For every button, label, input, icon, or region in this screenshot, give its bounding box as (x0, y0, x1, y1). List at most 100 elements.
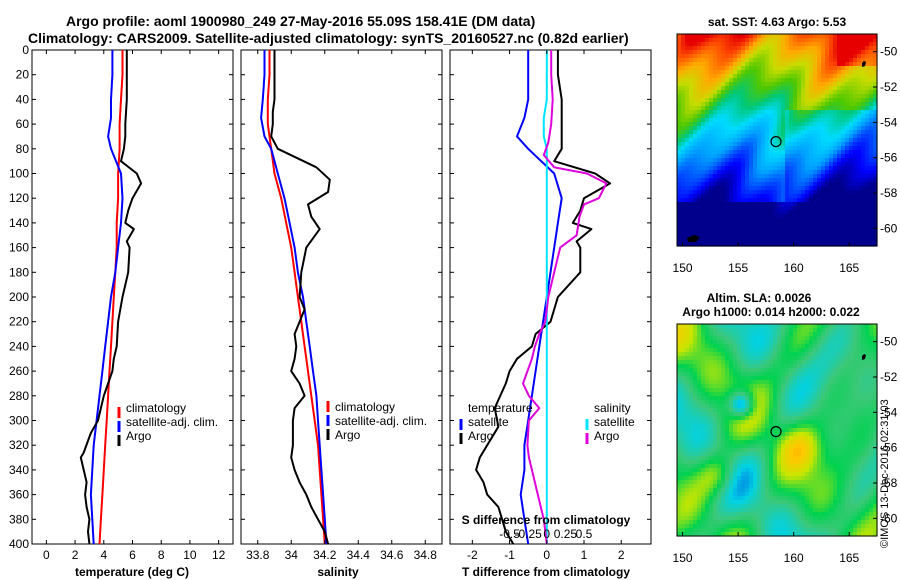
map-cell (749, 456, 754, 461)
map-cell (797, 348, 802, 353)
map-cell (777, 166, 782, 171)
map-cell (841, 336, 846, 341)
map-cell (841, 428, 846, 433)
map-cell (741, 380, 746, 385)
map-cell (865, 348, 870, 353)
map-cell (857, 178, 862, 183)
map-cell (681, 162, 686, 167)
map-cell (797, 82, 802, 87)
map-cell (697, 424, 702, 429)
map-cell (845, 328, 850, 333)
map-cell (753, 186, 758, 191)
map-cell (781, 226, 786, 231)
map-cell (829, 134, 834, 139)
map-cell (861, 464, 866, 469)
map-cell (737, 352, 742, 357)
map-cell (789, 134, 794, 139)
map-cell (833, 194, 838, 199)
map-cell (833, 352, 838, 357)
map-cell (693, 146, 698, 151)
map-cell (853, 424, 858, 429)
map-cell (769, 182, 774, 187)
map-cell (869, 82, 874, 87)
map-cell (713, 432, 718, 437)
map-cell (693, 356, 698, 361)
map-cell (793, 190, 798, 195)
map-cell (849, 110, 854, 115)
map-cell (789, 162, 794, 167)
map-cell (805, 62, 810, 67)
map-cell (793, 62, 798, 67)
map-cell (749, 416, 754, 421)
map-cell (693, 412, 698, 417)
map-cell (777, 66, 782, 71)
map-cell (821, 448, 826, 453)
map-cell (813, 50, 818, 55)
map-cell (833, 82, 838, 87)
map-cell (749, 380, 754, 385)
map-cell (865, 82, 870, 87)
sst-argo-position-marker (770, 135, 782, 148)
map-cell (777, 162, 782, 167)
map-cell (861, 202, 866, 207)
map-cell (737, 424, 742, 429)
map-cell (741, 472, 746, 477)
map-cell (721, 436, 726, 441)
map-cell (749, 476, 754, 481)
map-cell (713, 74, 718, 79)
map-cell (729, 90, 734, 95)
map-cell (797, 134, 802, 139)
map-cell (869, 420, 874, 425)
map-cell (697, 368, 702, 373)
map-cell (685, 62, 690, 67)
map-cell (693, 480, 698, 485)
map-cell (741, 428, 746, 433)
map-cell (805, 480, 810, 485)
map-cell (869, 98, 874, 103)
map-cell (745, 452, 750, 457)
map-cell (701, 210, 706, 215)
map-cell (701, 364, 706, 369)
map-cell (825, 158, 830, 163)
map-cell (853, 78, 858, 83)
map-cell (781, 130, 786, 135)
map-cell (729, 488, 734, 493)
map-cell (841, 198, 846, 203)
map-cell (697, 332, 702, 337)
map-cell (713, 468, 718, 473)
map-cell (781, 440, 786, 445)
map-cell (701, 214, 706, 219)
map-cell (853, 110, 858, 115)
map-cell (733, 94, 738, 99)
map-cell (733, 234, 738, 239)
x-tick-label: 12 (212, 548, 226, 562)
map-cell (821, 202, 826, 207)
map-cell (717, 424, 722, 429)
map-cell (861, 408, 866, 413)
map-cell (869, 388, 874, 393)
map-cell (809, 182, 814, 187)
map-cell (773, 58, 778, 63)
map-cell (801, 118, 806, 123)
map-cell (733, 408, 738, 413)
map-cell (745, 150, 750, 155)
map-cell (701, 448, 706, 453)
map-cell (745, 352, 750, 357)
map-cell (857, 90, 862, 95)
map-cell (845, 456, 850, 461)
map-cell (785, 78, 790, 83)
map-cell (825, 134, 830, 139)
map-cell (697, 444, 702, 449)
map-cell (737, 336, 742, 341)
map-cell (837, 210, 842, 215)
map-cell (849, 106, 854, 111)
map-cell (873, 484, 878, 489)
map-cell (765, 380, 770, 385)
map-cell (677, 424, 682, 429)
map-cell (689, 348, 694, 353)
map-y-tick-label: -60 (880, 221, 898, 235)
map-cell (709, 476, 714, 481)
sst-map: 150 155 160 165-50-52-54-56-58-60 (673, 33, 898, 275)
map-cell (753, 162, 758, 167)
map-cell (773, 392, 778, 397)
